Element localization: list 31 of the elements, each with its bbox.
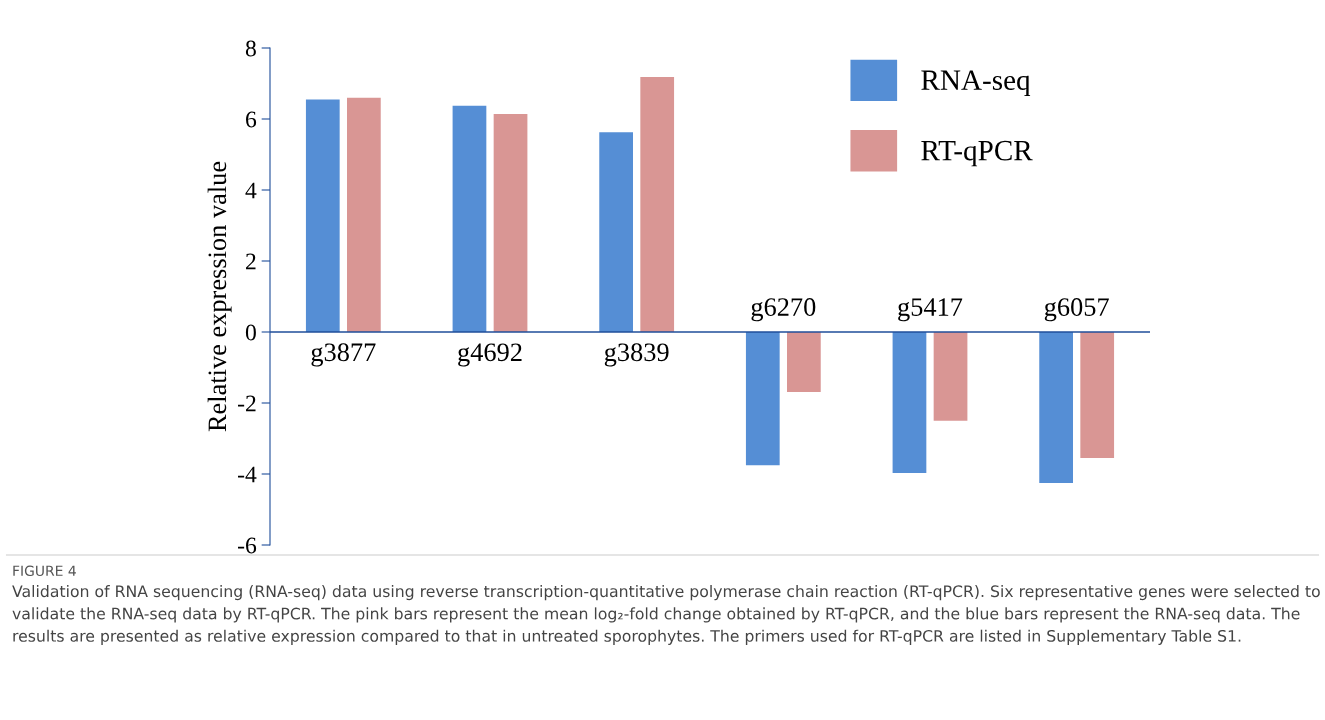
bar [1039,332,1073,483]
legend-label: RNA-seq [921,70,1031,96]
y-tick-label: 0 [245,324,256,341]
text: Validation of RNA sequencing (RNA-seq) data using reverse transcription-quantitative polymerase chain reaction (RT-qPCR). Six representative genes were selected to validate the RNA-seq data by RT-qPCR. The pink bars represent the mean log₂-fold change obtained by RT-qPCR, and the blue bars represent the RNA-seq data. The results are presented as relative expression compared to that in untreated sporophytes. The primers used for RT-qPCR are listed in Supplementary Table S1. [12,585,1320,645]
legend-label: RT-qPCR [921,140,1033,167]
y-tick-label: 6 [246,111,257,128]
x-tick-label: g3839 [604,343,669,367]
x-tick-label: g6057 [1044,298,1109,322]
caption: FIGURE 4 [13,565,76,577]
bar [493,114,528,332]
bar [787,332,821,392]
bar [347,97,381,332]
bar [745,332,780,466]
x-tick-label: g4692 [458,343,522,367]
y-tick-label: -2 [238,395,256,412]
bar [933,332,968,421]
x-tick-label: g6270 [751,298,816,322]
y-axis-title: Relative expression value [207,161,232,432]
bar [452,105,487,332]
x-tick-label: g5417 [898,298,963,322]
y-tick-label: 2 [246,253,256,270]
y-tick-label: 8 [245,40,256,57]
x-tick-label: g3877 [311,343,376,367]
bar [599,132,633,332]
bar [305,99,340,332]
bar [892,332,927,473]
y-tick-label: -4 [238,466,257,483]
bar [1080,332,1115,459]
y-tick-label: 4 [245,182,257,199]
bar [640,77,675,332]
y-tick-label: -6 [238,537,257,554]
